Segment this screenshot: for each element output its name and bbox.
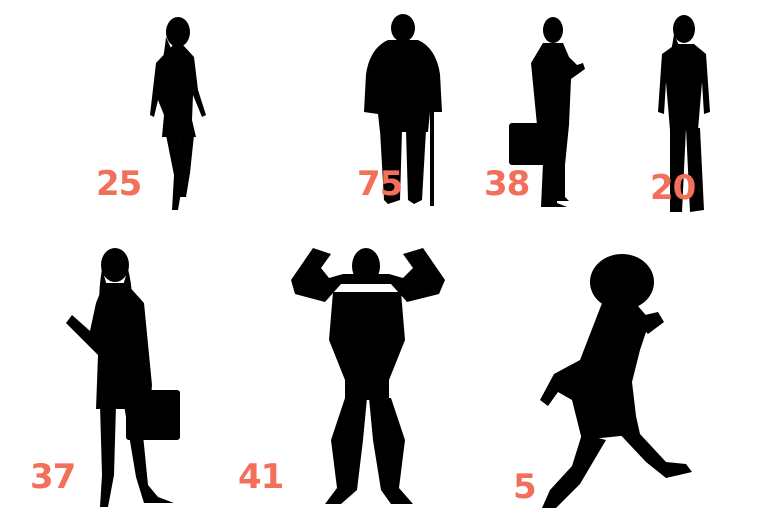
child-running-silhouette	[540, 254, 692, 508]
woman-walking-silhouette	[150, 17, 206, 210]
age-label: 20	[650, 168, 696, 208]
woman-in-suit-silhouette	[658, 15, 710, 212]
age-label: 25	[96, 164, 142, 204]
businesswoman-with-bag-silhouette	[66, 248, 180, 507]
age-label: 37	[30, 457, 76, 497]
businessman-with-briefcase-silhouette	[509, 17, 585, 207]
age-label: 38	[484, 164, 530, 204]
elderly-man-with-cane-silhouette	[364, 14, 442, 206]
age-label: 41	[238, 457, 284, 497]
bodybuilder-flexing-silhouette	[291, 248, 445, 504]
age-label: 5	[513, 467, 537, 507]
age-label: 75	[357, 164, 403, 204]
